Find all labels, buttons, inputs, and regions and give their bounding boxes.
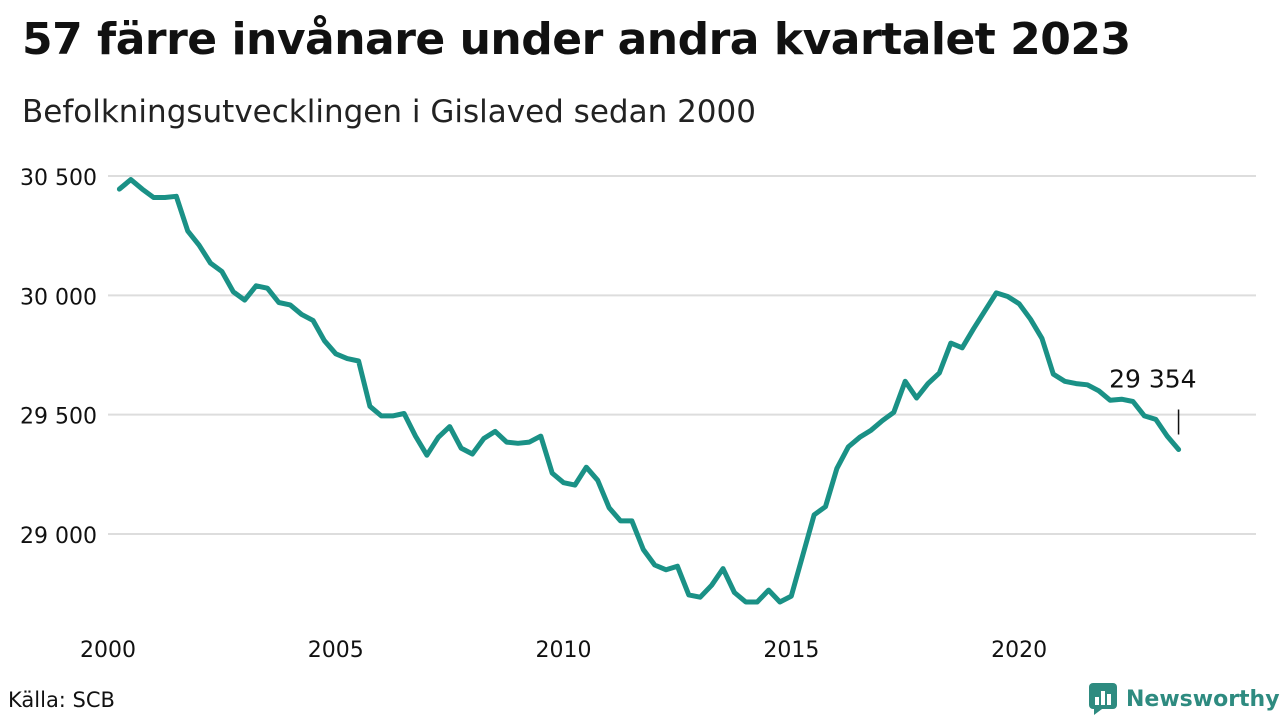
brand-name: Newsworthy <box>1126 686 1280 712</box>
y-tick-label: 29 000 <box>20 524 97 549</box>
x-tick-label: 2015 <box>763 638 819 663</box>
x-tick-label: 2010 <box>536 638 592 663</box>
y-tick-label: 30 500 <box>20 166 97 191</box>
line-chart: 29 000 29 500 30 000 30 500 2000 2005 2010 2015… <box>20 166 1256 663</box>
y-tick-label: 29 500 <box>20 405 97 430</box>
source-label: Källa: SCB <box>8 688 115 712</box>
x-tick-label: 2000 <box>80 638 136 663</box>
brand-logo: Newsworthy <box>1088 682 1280 716</box>
y-tick-label: 30 000 <box>20 285 97 310</box>
x-tick-label: 2020 <box>991 638 1047 663</box>
newsworthy-logo-icon <box>1089 683 1117 715</box>
annotation-label: 29 354 <box>1109 365 1196 394</box>
chart-subtitle: Befolkningsutvecklingen i Gislaved sedan… <box>22 94 756 130</box>
series-line <box>116 177 1182 605</box>
chart-title: 57 färre invånare under andra kvartalet … <box>22 14 1131 65</box>
x-tick-label: 2005 <box>308 638 364 663</box>
